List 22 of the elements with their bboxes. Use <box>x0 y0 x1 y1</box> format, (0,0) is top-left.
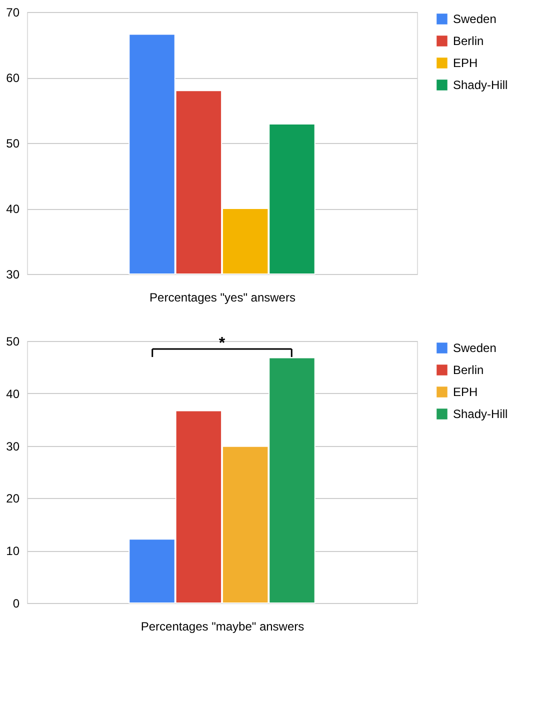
y-tick-label: 10 <box>6 544 20 558</box>
legend-label: Shady-Hill <box>453 78 508 92</box>
y-tick-label: 0 <box>12 596 20 610</box>
y-tick-label: 50 <box>6 136 20 150</box>
legend-label: Berlin <box>453 363 484 377</box>
legend-label: EPH <box>453 56 478 70</box>
y-tick-label: 40 <box>6 386 20 401</box>
y-tick-label: 30 <box>6 268 20 282</box>
y-tick-label: 20 <box>6 492 20 506</box>
x-axis-title: Percentages "maybe" answers <box>140 620 304 634</box>
y-tick-label: 60 <box>6 71 20 85</box>
y-tick-label: 50 <box>6 334 20 348</box>
y-tick-label: 40 <box>6 202 20 216</box>
y-tick-label: 30 <box>6 439 20 454</box>
legend-label: Sweden <box>453 341 496 355</box>
x-axis-title: Percentages "yes" answers <box>150 290 296 304</box>
y-tick-label: 70 <box>6 6 20 20</box>
legend-label: EPH <box>453 385 478 399</box>
legend-label: Shady-Hill <box>453 407 508 421</box>
legend-label: Berlin <box>453 34 484 48</box>
annotation: * <box>218 335 226 352</box>
legend-label: Sweden <box>453 12 496 26</box>
